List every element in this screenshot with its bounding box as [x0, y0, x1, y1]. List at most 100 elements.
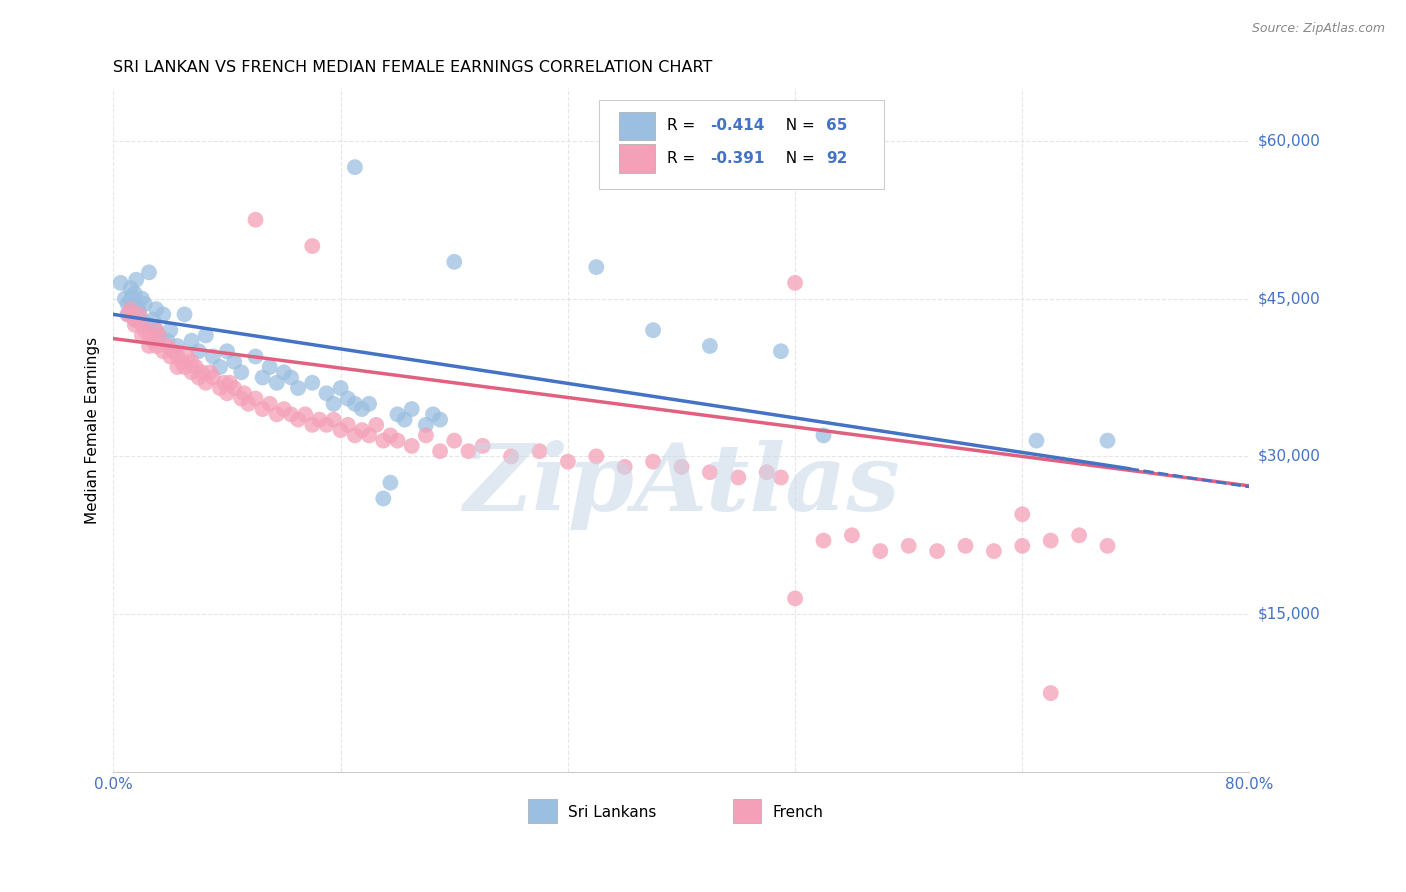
Point — [156, 339, 179, 353]
Point — [117, 307, 139, 321]
Point — [217, 344, 239, 359]
Point — [194, 376, 217, 390]
Text: R =: R = — [666, 119, 700, 134]
Point — [201, 370, 224, 384]
Text: N =: N = — [776, 119, 820, 134]
Point — [224, 355, 246, 369]
Point — [131, 312, 153, 326]
Point — [176, 350, 198, 364]
Point — [114, 292, 136, 306]
Point — [429, 444, 451, 458]
Point — [120, 293, 142, 308]
Point — [142, 334, 165, 348]
Point — [585, 260, 607, 274]
Point — [148, 328, 170, 343]
Point — [252, 370, 274, 384]
Text: SRI LANKAN VS FRENCH MEDIAN FEMALE EARNINGS CORRELATION CHART: SRI LANKAN VS FRENCH MEDIAN FEMALE EARNI… — [114, 60, 713, 75]
Point — [184, 359, 207, 374]
Point — [422, 408, 444, 422]
Point — [231, 392, 253, 406]
Point — [134, 323, 156, 337]
Point — [245, 212, 267, 227]
Point — [983, 544, 1005, 558]
Point — [359, 397, 381, 411]
Point — [366, 417, 388, 432]
Point — [145, 323, 167, 337]
Point — [1011, 508, 1033, 522]
Point — [841, 528, 863, 542]
Point — [231, 365, 253, 379]
Point — [329, 381, 352, 395]
Point — [699, 339, 721, 353]
Text: $60,000: $60,000 — [1258, 134, 1320, 148]
Point — [287, 381, 309, 395]
Point — [180, 365, 202, 379]
Bar — [619, 112, 655, 140]
Y-axis label: Median Female Earnings: Median Female Earnings — [86, 336, 100, 524]
Point — [373, 491, 395, 506]
Point — [212, 376, 235, 390]
Point — [159, 350, 181, 364]
Point — [585, 450, 607, 464]
Point — [120, 302, 142, 317]
Point — [187, 370, 209, 384]
Text: $15,000: $15,000 — [1258, 607, 1320, 622]
Point — [955, 539, 977, 553]
Point — [783, 276, 806, 290]
Point — [1025, 434, 1047, 448]
Text: ZipAtlas: ZipAtlas — [463, 440, 900, 530]
Point — [869, 544, 891, 558]
Point — [128, 307, 150, 321]
Point — [394, 412, 416, 426]
Point — [131, 328, 153, 343]
Point — [117, 307, 139, 321]
Bar — [733, 799, 761, 823]
Point — [127, 300, 149, 314]
Point — [415, 428, 437, 442]
Point — [336, 417, 359, 432]
Point — [233, 386, 256, 401]
Text: R =: R = — [666, 151, 700, 166]
Text: $30,000: $30,000 — [1258, 449, 1320, 464]
Point — [110, 276, 132, 290]
Text: N =: N = — [776, 151, 820, 166]
Point — [148, 328, 170, 343]
Point — [671, 459, 693, 474]
Point — [121, 289, 143, 303]
Point — [190, 365, 212, 379]
Point — [201, 350, 224, 364]
Point — [557, 455, 579, 469]
Point — [415, 417, 437, 432]
Point — [134, 297, 156, 311]
Point — [124, 312, 146, 326]
Point — [224, 381, 246, 395]
Point — [138, 318, 160, 332]
Point — [1097, 434, 1119, 448]
Point — [727, 470, 749, 484]
Point — [769, 344, 792, 359]
Point — [273, 402, 295, 417]
Point — [301, 239, 323, 253]
Point — [457, 444, 479, 458]
Point — [501, 450, 523, 464]
Point — [138, 339, 160, 353]
Point — [401, 402, 423, 417]
Point — [259, 359, 281, 374]
Point — [280, 408, 302, 422]
Point — [152, 307, 174, 321]
Point — [166, 339, 188, 353]
Point — [152, 344, 174, 359]
Text: French: French — [772, 805, 824, 821]
Point — [897, 539, 920, 553]
Point — [529, 444, 551, 458]
Point — [162, 344, 184, 359]
Point — [699, 465, 721, 479]
Point — [359, 428, 381, 442]
Point — [120, 281, 142, 295]
Point — [187, 344, 209, 359]
Point — [266, 376, 288, 390]
Point — [373, 434, 395, 448]
Point — [170, 355, 193, 369]
Point — [322, 412, 344, 426]
Point — [238, 397, 260, 411]
